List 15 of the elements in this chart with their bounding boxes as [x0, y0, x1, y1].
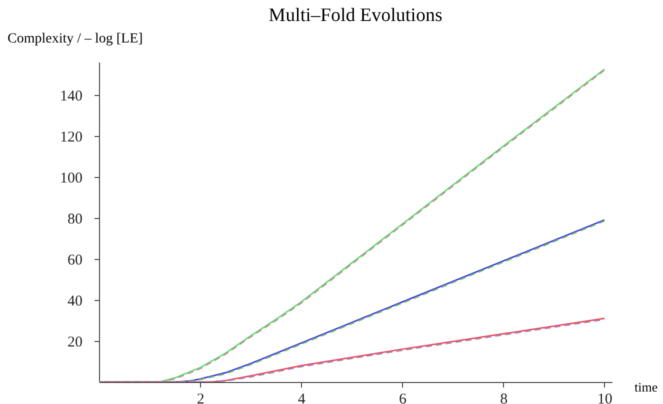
y-tick-label: 140: [60, 88, 82, 104]
y-tick-label: 40: [68, 293, 82, 310]
y-tick-label: 120: [60, 129, 82, 146]
y-tick-label: 60: [68, 252, 82, 268]
x-tick-label: 8: [500, 392, 508, 404]
x-tick-label: 4: [298, 392, 306, 404]
x-axis-title: time: [634, 380, 658, 394]
chart-title: Multi–Fold Evolutions: [268, 5, 442, 26]
y-axis-title: Complexity / – log [LE]: [8, 32, 143, 46]
x-tick-label: 10: [597, 392, 612, 404]
x-tick-label: 2: [196, 392, 204, 404]
y-tick-label: 100: [60, 170, 82, 186]
x-tick-label: 6: [399, 392, 407, 404]
y-tick-label: 80: [68, 211, 82, 228]
y-tick-label: 20: [68, 334, 82, 350]
